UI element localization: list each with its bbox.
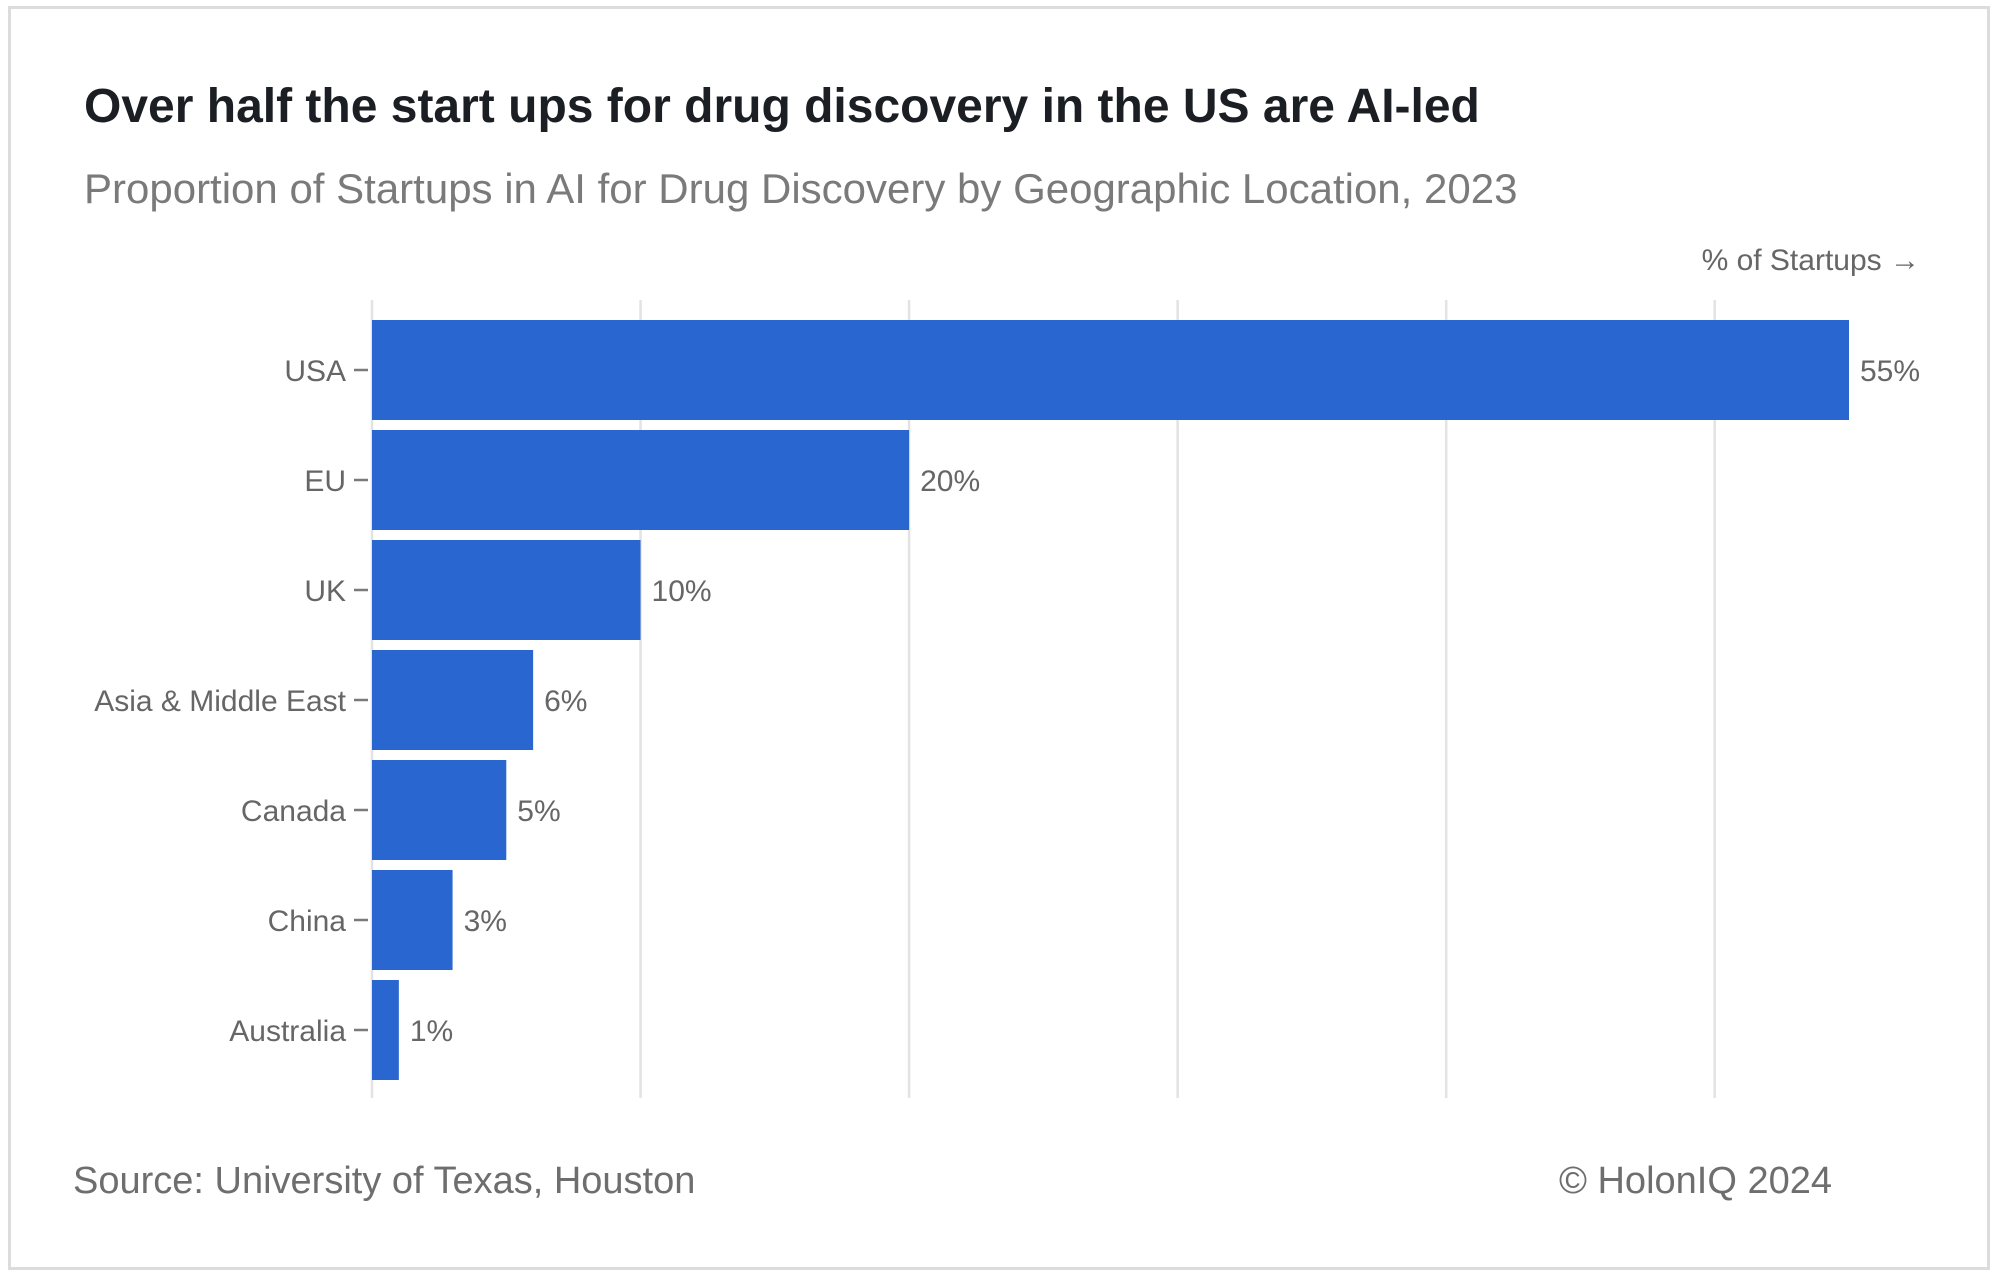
chart-subtitle: Proportion of Startups in AI for Drug Di… <box>84 165 1518 212</box>
data-label: 1% <box>410 1015 453 1048</box>
bar-australia <box>372 980 399 1080</box>
y-tick-label: EU <box>304 465 346 498</box>
data-label: 20% <box>920 465 980 498</box>
data-label: 10% <box>652 575 712 608</box>
copyright-note: © HolonIQ 2024 <box>1558 1160 1832 1202</box>
bar-china <box>372 870 453 970</box>
y-axis: USA EU UK Asia & Middle East Canada China Aust… <box>94 355 368 1048</box>
bar-canada <box>372 760 507 860</box>
bar-eu <box>372 430 910 530</box>
bars: 55% 20% 10% 6% 5% 3% 1% <box>372 320 1920 1080</box>
y-tick-label: UK <box>304 575 346 608</box>
bar-asia-middle-east <box>372 650 534 750</box>
bar-uk <box>372 540 641 640</box>
y-tick-label: Asia & Middle East <box>94 685 346 718</box>
data-label: 3% <box>464 905 507 938</box>
y-tick-label: Australia <box>229 1015 346 1048</box>
y-tick-label: China <box>268 905 347 938</box>
chart-title: Over half the start ups for drug discove… <box>84 80 1480 133</box>
source-note: Source: University of Texas, Houston <box>73 1160 696 1202</box>
y-tick-label: Canada <box>241 795 346 828</box>
chart-frame: Over half the start ups for drug discove… <box>8 6 1990 1270</box>
data-label: 5% <box>517 795 560 828</box>
bar-usa <box>372 320 1849 420</box>
y-tick-label: USA <box>284 355 346 388</box>
data-label: 55% <box>1860 355 1920 388</box>
data-label: 6% <box>544 685 587 718</box>
x-axis-label: % of Startups → <box>1702 244 1920 277</box>
